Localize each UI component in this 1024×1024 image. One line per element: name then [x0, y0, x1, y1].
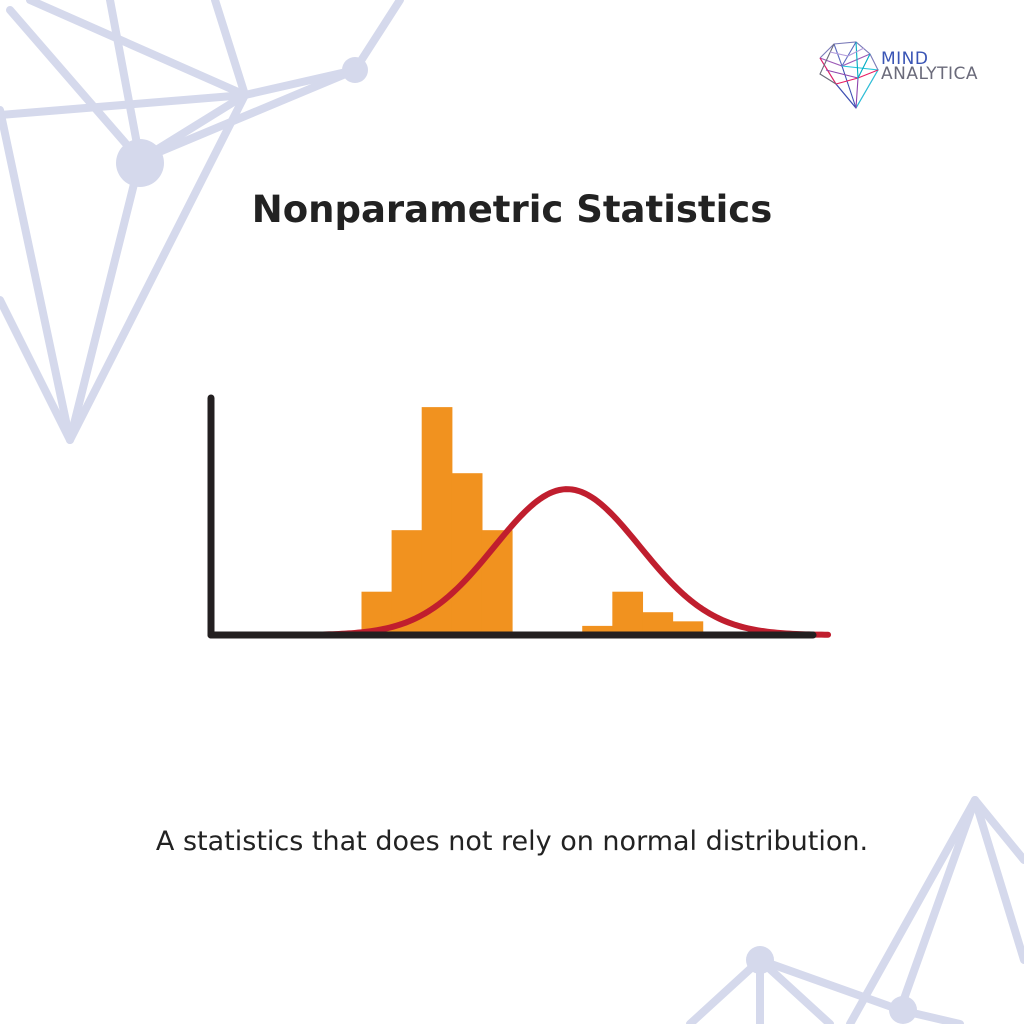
- page-caption: A statistics that does not rely on norma…: [155, 826, 869, 857]
- page-title: Nonparametric Statistics: [251, 188, 773, 231]
- brand-name-line1: MIND: [881, 49, 929, 69]
- histogram-bar-6: [582, 625, 613, 635]
- brand-name-line2: ANALYTICA: [881, 64, 978, 84]
- crystal-gem-logo-icon: [819, 41, 879, 109]
- network-nodes: [116, 57, 917, 1024]
- histogram-bar-4: [451, 473, 483, 635]
- histogram-bar-7: [612, 591, 644, 635]
- histogram-bar-8: [642, 612, 674, 635]
- normal-curve-line: [313, 486, 832, 638]
- brand-logo: MIND ANALYTICA: [818, 40, 998, 112]
- histogram-bars: [361, 407, 704, 635]
